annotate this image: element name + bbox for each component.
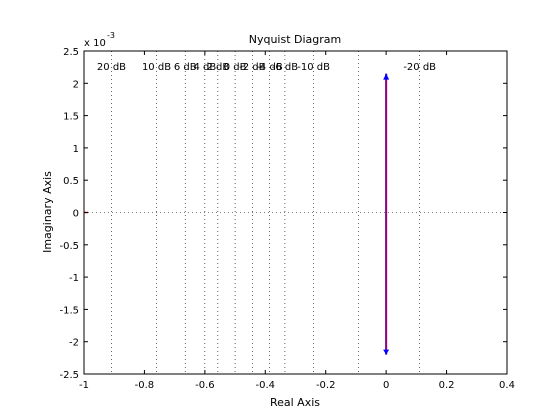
y-exponent-base: x 10 [84, 38, 106, 49]
y-tick-label: -0.5 [59, 241, 79, 252]
y-tick-label: 1.5 [63, 112, 79, 123]
x-tick-label: 0.4 [499, 380, 515, 391]
y-tick-label: -1.5 [59, 305, 79, 316]
x-tick-label: -1 [79, 380, 89, 391]
x-tick-label: -0.4 [256, 380, 276, 391]
y-tick-label: 2 [73, 79, 79, 90]
mcircle-label: 0 dB [224, 62, 247, 73]
x-tick-label: 0.2 [439, 380, 455, 391]
mcircle-label: -6 dB [272, 62, 298, 73]
mcircle-label: -2 dB [239, 62, 265, 73]
y-tick-label: 2.5 [63, 47, 79, 58]
x-tick-label: 0 [383, 380, 389, 391]
x-tick-label: -0.8 [135, 380, 155, 391]
mcircle-label: 2 dB [206, 62, 229, 73]
y-tick-label: -2 [69, 338, 79, 349]
mcircle-label: 6 dB [174, 62, 197, 73]
tick-layer: -1 -0.8 -0.6 -0.4 -0.2 0 0.2 0.4 -2.5 -2 -1.5 -1 -0.… [59, 47, 514, 391]
curve-arrow-bottom [383, 349, 390, 355]
plot-area [84, 51, 507, 374]
y-exponent-power: -3 [107, 31, 115, 40]
x-tick-label: -0.2 [316, 380, 336, 391]
y-axis-label: Imaginary Axis [41, 171, 54, 253]
grid-layer: 20 dB 10 dB 6 dB4 dB2 dB0 dB-2 dB-4 dB-6 d… [84, 51, 507, 374]
y-tick-label: -1 [69, 273, 79, 284]
y-tick-label: 0.5 [63, 176, 79, 187]
x-axis-label: Real Axis [270, 396, 320, 409]
y-tick-label: 1 [73, 144, 79, 155]
chart-title: Nyquist Diagram [249, 33, 342, 46]
mcircle-label: 20 dB [97, 62, 126, 73]
mcircle-label: 10 dB [142, 62, 171, 73]
mcircle-label: -4 dB [256, 62, 282, 73]
y-tick-label: -2.5 [59, 370, 79, 381]
mcircle-label: -20 dB [403, 62, 436, 73]
y-tick-label: 0 [73, 209, 79, 220]
mcircle-label: 4 dB [193, 62, 216, 73]
mcircle-label: -10 dB [297, 62, 330, 73]
x-tick-label: -0.6 [195, 380, 215, 391]
curve-arrow-top [383, 73, 390, 80]
